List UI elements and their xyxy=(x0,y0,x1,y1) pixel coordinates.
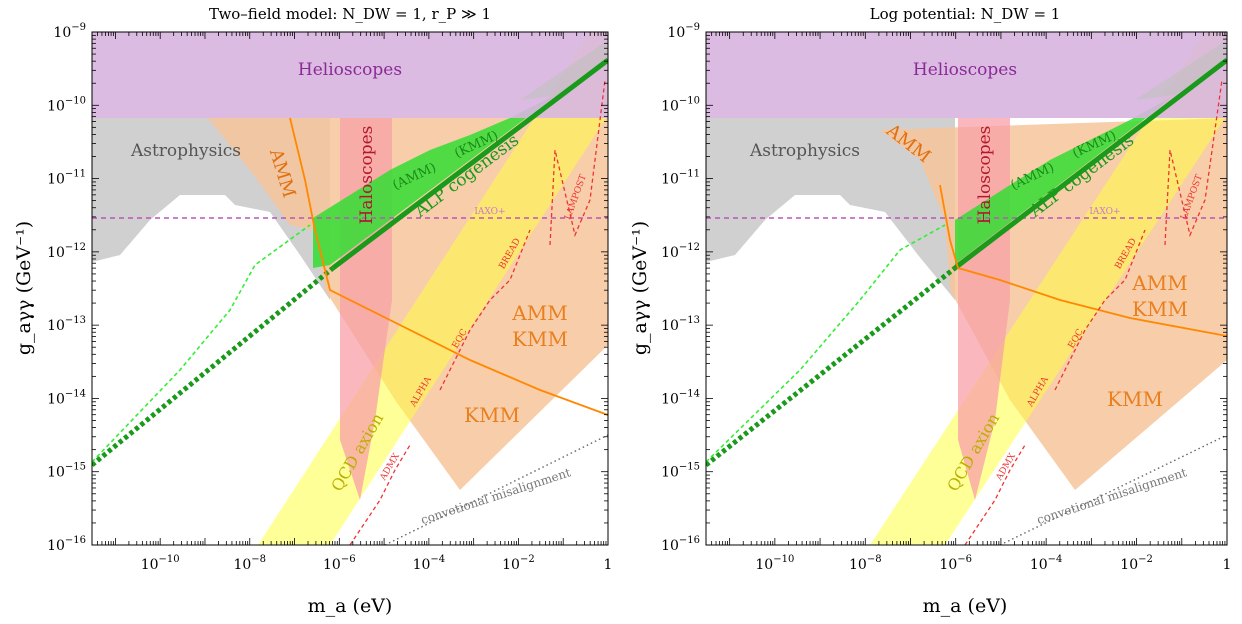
label-astrophysics: Astrophysics xyxy=(130,141,241,161)
panel-title: Log potential: N_DW = 1 xyxy=(870,5,1061,23)
label-amm-kmm-1: AMM xyxy=(511,301,567,325)
helioscopes-region xyxy=(92,32,608,118)
x-axis-label: m_a (eV) xyxy=(308,595,393,617)
alp-light-dashed-line xyxy=(92,224,311,463)
upper-gray-band xyxy=(520,40,608,100)
astrophysics-region xyxy=(706,118,955,300)
label-helioscopes: Helioscopes xyxy=(298,60,402,80)
y-tick-label: 10−10 xyxy=(661,95,700,114)
y-tick-label: 10−15 xyxy=(47,462,86,481)
label-amm-kmm-2: KMM xyxy=(512,327,568,351)
y-tick-label: 10−10 xyxy=(47,95,86,114)
x-axis-label: m_a (eV) xyxy=(923,595,1008,617)
lampost-line xyxy=(1164,79,1223,246)
y-tick-label: 10−16 xyxy=(661,535,700,554)
alp-dashed-line xyxy=(92,266,335,467)
label-iaxo: IAXO+ xyxy=(1089,207,1120,217)
amm-kmm-boundary xyxy=(939,184,1227,337)
label-kmm: KMM xyxy=(1107,387,1163,411)
admx-line xyxy=(349,444,411,545)
y-axis-label: g_aγγ (GeV⁻¹) xyxy=(13,221,35,355)
y-tick-label: 10−12 xyxy=(47,242,86,261)
alp-solid-line xyxy=(953,58,1227,270)
x-tick-label: 10−10 xyxy=(755,554,794,573)
bread-eqc-line xyxy=(439,229,531,391)
y-tick-label: 10−13 xyxy=(661,315,700,334)
label-haloscopes: Haloscopes xyxy=(975,126,995,225)
panel-log-potential: Log potential: N_DW = 1 Helioscopes Astr… xyxy=(629,5,1231,617)
bread-eqc-line xyxy=(1054,229,1146,391)
label-amm-kmm-1: AMM xyxy=(1131,271,1187,295)
y-tick-label: 10−15 xyxy=(661,462,700,481)
helioscopes-region xyxy=(706,32,1227,118)
label-kmm: KMM xyxy=(464,403,520,427)
x-tick-label: 10−8 xyxy=(849,554,882,573)
panel-two-field: Two–field model: N_DW = 1, r_P ≫ 1 Helio… xyxy=(13,5,612,617)
alp-solid-line xyxy=(331,58,608,270)
label-amm-kmm-2: KMM xyxy=(1132,297,1188,321)
label-conventional-misalignment: convetional misalignment xyxy=(1035,465,1188,527)
label-astrophysics: Astrophysics xyxy=(749,141,860,161)
lampost-line xyxy=(549,79,606,246)
y-tick-label: 10−12 xyxy=(661,242,700,261)
x-tick-label: 10−10 xyxy=(141,554,180,573)
plot-frame xyxy=(705,31,1228,546)
x-tick-label: 10−6 xyxy=(323,554,356,573)
alp-dashed-line xyxy=(706,266,957,467)
plot-frame xyxy=(91,31,609,546)
x-tick-label: 1 xyxy=(1223,557,1232,573)
amm-kmm-boundary xyxy=(289,117,608,416)
conventional-misalignment-line xyxy=(999,434,1227,545)
admx-line xyxy=(964,444,1026,545)
y-tick-label: 10−13 xyxy=(47,315,86,334)
y-tick-label: 10−16 xyxy=(47,535,86,554)
x-tick-label: 10−6 xyxy=(939,554,972,573)
y-tick-label: 10−11 xyxy=(47,169,86,188)
upper-gray-band xyxy=(1135,40,1227,100)
y-axis-label: g_aγγ (GeV⁻¹) xyxy=(629,221,651,355)
y-tick-label: 10−9 xyxy=(667,22,700,41)
x-tick-label: 10−4 xyxy=(413,554,446,573)
panel-title: Two–field model: N_DW = 1, r_P ≫ 1 xyxy=(209,5,491,23)
y-tick-label: 10−14 xyxy=(661,388,700,407)
y-tick-label: 10−14 xyxy=(47,388,86,407)
x-tick-label: 10−4 xyxy=(1030,554,1063,573)
y-tick-label: 10−11 xyxy=(661,169,700,188)
label-iaxo: IAXO+ xyxy=(474,207,505,217)
y-tick-label: 10−9 xyxy=(53,22,86,41)
x-tick-label: 10−2 xyxy=(502,554,535,573)
conventional-misalignment-line xyxy=(384,434,608,545)
label-haloscopes: Haloscopes xyxy=(357,126,377,225)
x-tick-label: 10−2 xyxy=(1120,554,1153,573)
x-tick-label: 1 xyxy=(604,557,613,573)
label-helioscopes: Helioscopes xyxy=(913,60,1017,80)
alp-light-dashed-line xyxy=(706,224,946,463)
label-conventional-misalignment: convetional misalignment xyxy=(419,465,572,527)
x-tick-label: 10−8 xyxy=(233,554,266,573)
